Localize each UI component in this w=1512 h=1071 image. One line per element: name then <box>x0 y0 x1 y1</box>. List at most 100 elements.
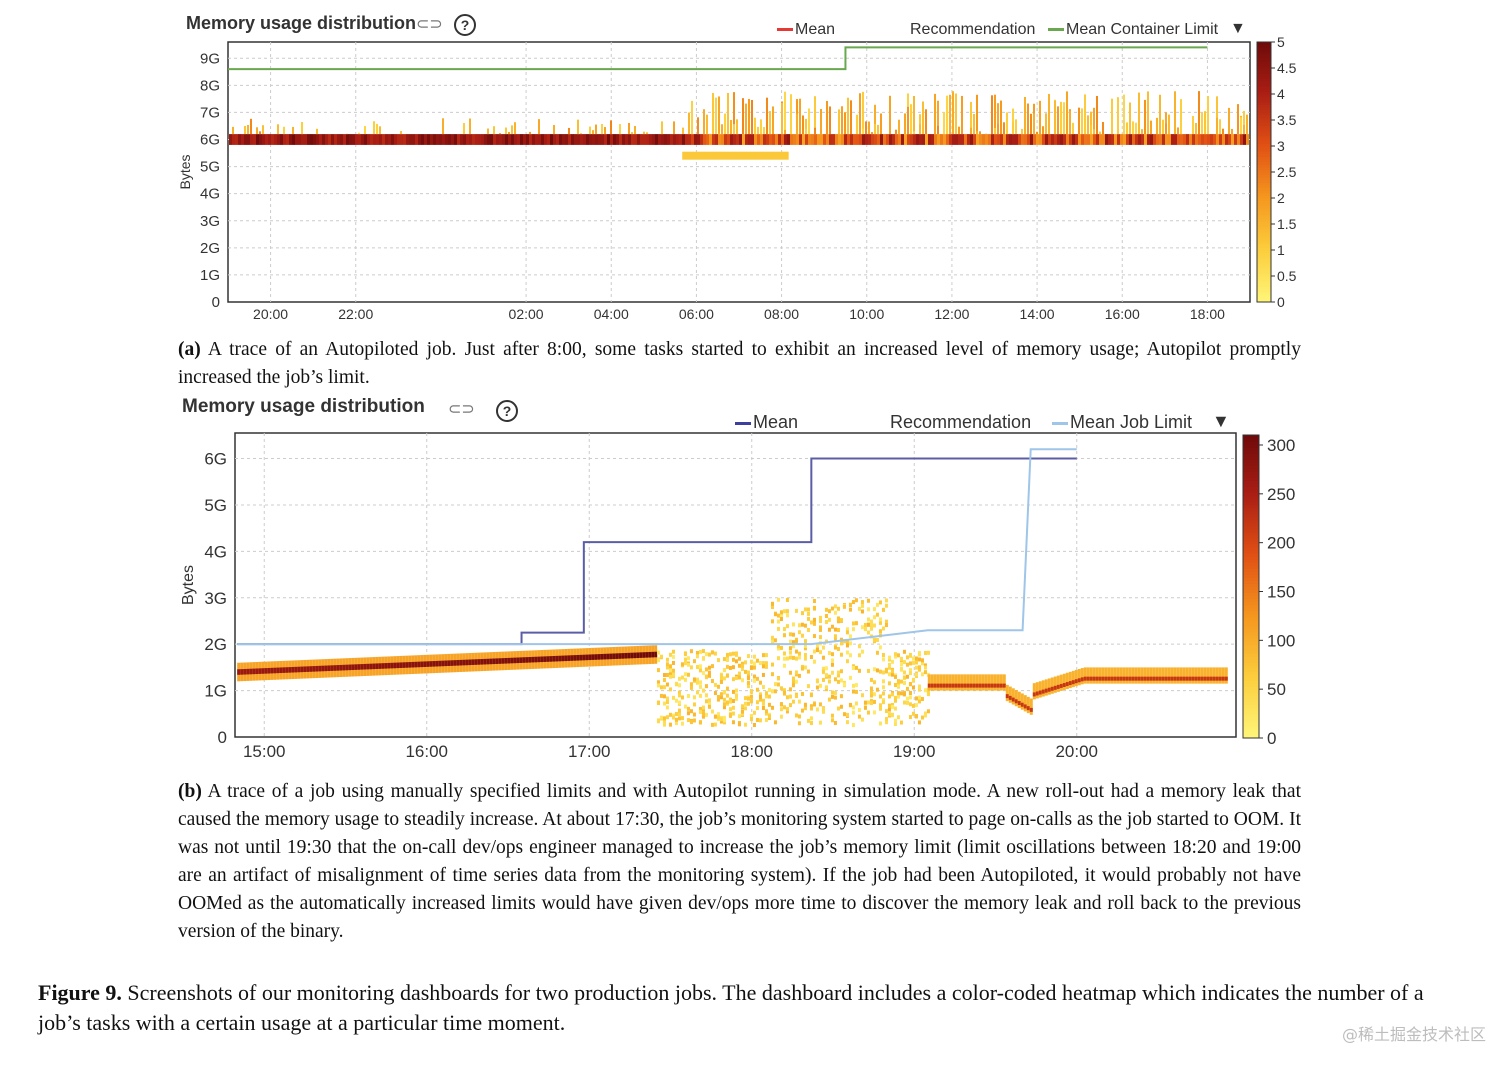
heat-cell <box>1177 134 1180 145</box>
help-icon[interactable]: ? <box>496 400 518 422</box>
heat-cell <box>1176 667 1180 684</box>
heat-cell <box>764 691 768 696</box>
heat-cell <box>757 126 759 135</box>
heat-cell <box>830 690 834 695</box>
heat-cell <box>871 134 874 145</box>
heat-cell <box>601 134 604 145</box>
heat-cell <box>887 694 891 699</box>
heat-cell <box>423 661 427 667</box>
heat-cell <box>782 690 786 695</box>
heat-cell <box>791 622 795 627</box>
heat-cell <box>1231 134 1234 145</box>
heat-cell <box>502 134 505 145</box>
heat-cell <box>779 610 783 615</box>
colorbar-cell <box>1243 534 1259 539</box>
heat-cell <box>928 134 931 145</box>
heat-cell <box>987 674 991 691</box>
heat-cell <box>827 609 831 614</box>
heat-cell <box>999 674 1003 691</box>
heat-cell <box>1128 676 1132 681</box>
heat-cell <box>659 715 663 720</box>
heat-cell <box>917 695 921 700</box>
legend-dropdown-icon[interactable]: ▼ <box>1230 20 1246 37</box>
help-icon[interactable]: ? <box>454 14 476 36</box>
heat-cell <box>665 672 669 677</box>
heat-cell <box>722 668 726 673</box>
heat-cell <box>758 694 762 699</box>
heat-cell <box>367 134 370 145</box>
heat-cell <box>742 98 744 135</box>
heat-cell <box>695 677 699 682</box>
heat-cell <box>1203 676 1207 681</box>
heat-cell <box>1174 91 1176 135</box>
heat-cell <box>872 710 876 715</box>
heat-cell <box>955 134 958 145</box>
heat-cell <box>297 666 301 673</box>
heat-cell <box>481 134 484 145</box>
colorbar-label: 3 <box>1277 138 1285 154</box>
heat-cell <box>737 671 741 676</box>
heat-cell <box>695 650 699 655</box>
heat-cell <box>805 128 807 135</box>
heat-cell <box>948 674 952 691</box>
heat-cell <box>1243 124 1245 135</box>
heat-cell <box>722 697 726 702</box>
colorbar-cell <box>1257 231 1271 235</box>
heat-cell <box>1228 134 1231 145</box>
heat-cell <box>728 712 732 717</box>
heat-cell <box>859 93 861 135</box>
heat-cell <box>844 112 846 135</box>
link-icon[interactable]: ⊂⊃ <box>448 399 475 418</box>
heat-cell <box>856 114 858 135</box>
heat-cell <box>764 711 768 716</box>
legend-dropdown-icon[interactable]: ▼ <box>1212 411 1230 431</box>
heat-cell <box>534 656 538 663</box>
heat-cell <box>838 134 841 145</box>
heat-cell <box>761 661 765 666</box>
heat-cell <box>862 134 865 145</box>
heat-cell <box>421 134 424 145</box>
heat-cell <box>256 127 258 135</box>
colorbar-cell <box>1243 441 1259 445</box>
heat-cell <box>707 704 711 709</box>
heat-cell <box>917 684 921 689</box>
heat-cell <box>631 132 633 135</box>
colorbar-cell <box>1243 528 1259 533</box>
heat-cell <box>1243 134 1246 145</box>
heat-cell <box>262 134 265 145</box>
heat-cell <box>580 134 583 145</box>
heat-cell <box>680 675 684 680</box>
heat-cell <box>1182 676 1186 681</box>
colorbar-cell <box>1243 713 1259 718</box>
heat-cell <box>902 700 906 705</box>
x-tick-label: 17:00 <box>568 742 611 761</box>
heat-cell <box>265 134 268 145</box>
heat-cell <box>907 134 910 145</box>
heat-cell <box>1131 667 1135 684</box>
heat-cell <box>990 683 994 688</box>
heat-cell <box>1213 134 1216 145</box>
colorbar-cell <box>1243 610 1259 615</box>
heat-cell <box>955 93 957 135</box>
colorbar-cell <box>1257 213 1271 217</box>
heat-cell <box>854 665 858 670</box>
colorbar-cell <box>1243 459 1259 463</box>
heat-cell <box>274 134 277 145</box>
heat-cell <box>246 668 250 675</box>
y-tick-label: 6G <box>204 450 227 469</box>
colorbar-cell <box>1257 109 1271 113</box>
heat-cell <box>818 618 822 623</box>
heat-cell <box>833 634 837 639</box>
colorbar-cell <box>1257 182 1271 186</box>
heat-cell <box>884 709 888 714</box>
heat-cell <box>845 643 849 648</box>
heat-cell <box>1237 134 1240 145</box>
heat-cell <box>896 691 900 696</box>
heat-cell <box>815 679 819 684</box>
heat-cell <box>913 131 915 135</box>
link-icon[interactable]: ⊂⊃ <box>416 14 443 33</box>
colorbar-label: 0 <box>1277 294 1285 310</box>
heat-cell <box>652 134 655 145</box>
heat-cell <box>949 94 951 135</box>
heat-cell <box>770 635 774 640</box>
